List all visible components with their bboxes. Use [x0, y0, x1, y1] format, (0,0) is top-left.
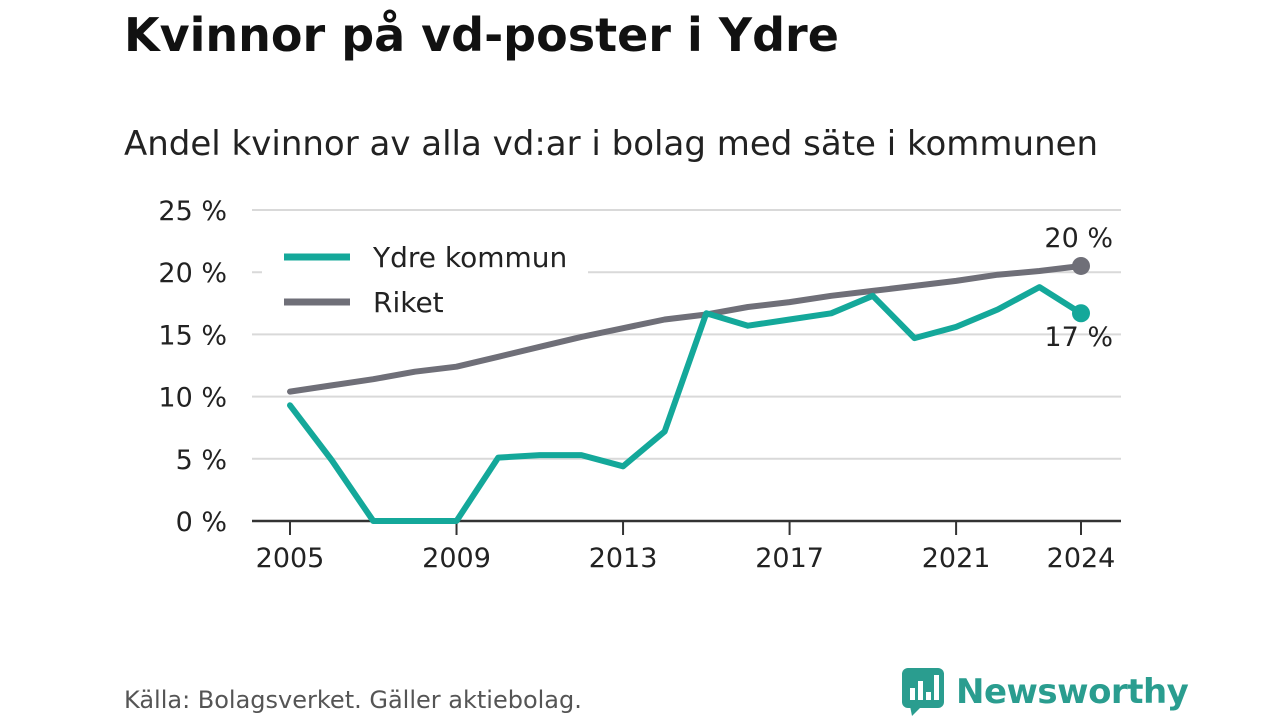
end-point-riket: [1072, 256, 1090, 275]
end-point-ydre: [1072, 304, 1090, 323]
y-tick-label: 25 %: [158, 196, 227, 227]
end-label-ydre: 17 %: [1044, 322, 1113, 353]
brand: Newsworthy: [902, 668, 1189, 716]
legend-label-riket: Riket: [373, 286, 444, 319]
brand-name: Newsworthy: [956, 672, 1189, 712]
x-tick-label: 2021: [922, 543, 991, 574]
y-tick-label: 15 %: [158, 320, 227, 351]
newsworthy-logo-icon: [902, 668, 944, 716]
y-tick-label: 20 %: [158, 258, 227, 289]
chart-title: Kvinnor på vd-poster i Ydre: [124, 8, 839, 62]
chart-subtitle: Andel kvinnor av alla vd:ar i bolag med …: [124, 124, 1099, 164]
legend-background: [262, 232, 588, 326]
x-axis: 2005 2009 2013 2017 2021 2024: [252, 519, 1121, 574]
line-chart: 0 %5 %10 %15 %20 %25 % 2005 2009 2013 2017 2…: [158, 196, 1121, 574]
y-tick-label: 0 %: [176, 507, 227, 538]
source-note: Källa: Bolagsverket. Gäller aktiebolag.: [124, 686, 582, 714]
series-line-riket: [287, 263, 1084, 395]
y-tick-label: 5 %: [176, 445, 227, 476]
y-tick-label: 10 %: [158, 383, 227, 414]
x-tick-label: 2009: [422, 543, 491, 574]
legend-label-ydre: Ydre kommun: [372, 241, 567, 274]
grid-lines: 0 % 5 % 10 % 15 % 20 % 25 %: [158, 196, 1121, 538]
legend: Ydre kommun Riket: [262, 232, 588, 326]
x-tick-label: 2017: [755, 543, 824, 574]
series-line-ydre: [287, 284, 1084, 524]
end-label-riket: 20 %: [1044, 223, 1113, 254]
x-tick-label: 2005: [256, 543, 325, 574]
series-lines: [287, 256, 1090, 524]
data-labels: 20 % 17 %: [1044, 223, 1113, 353]
x-tick-label: 2013: [589, 543, 658, 574]
x-tick-label: 2024: [1047, 543, 1116, 574]
